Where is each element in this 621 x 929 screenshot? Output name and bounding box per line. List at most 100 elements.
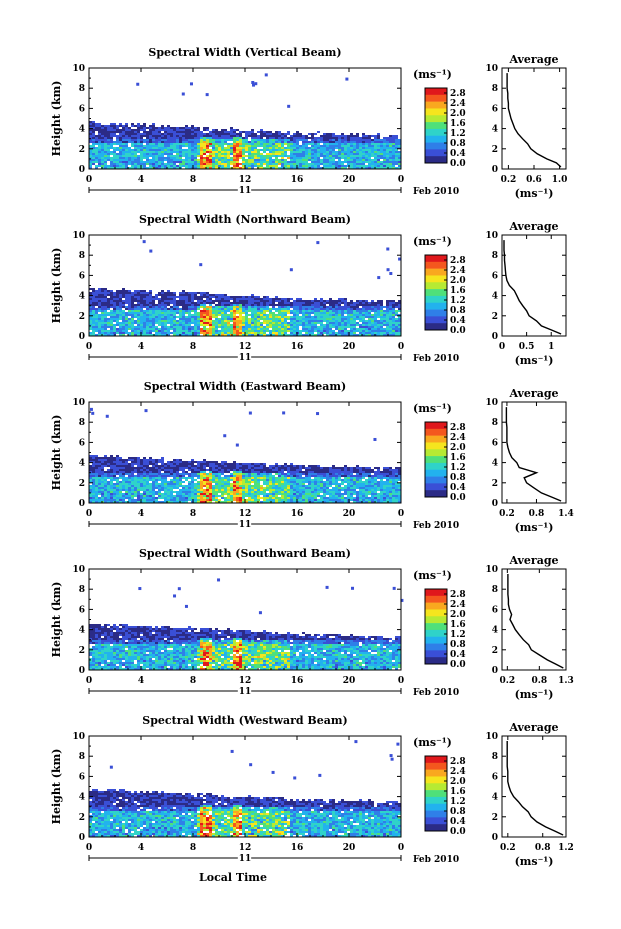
heatmap-cell xyxy=(254,324,257,326)
heatmap-cell xyxy=(398,308,401,310)
heatmap-cell xyxy=(182,153,185,155)
heatmap-cell xyxy=(122,129,125,131)
heatmap-cell xyxy=(107,147,110,149)
heatmap-cell xyxy=(167,326,170,328)
heatmap-cell xyxy=(146,312,149,314)
heatmap-cell xyxy=(212,131,215,133)
heatmap-cell xyxy=(359,316,362,318)
heatmap-cell xyxy=(179,159,182,161)
average-y-tick-label: 8 xyxy=(492,251,498,261)
heatmap-cell xyxy=(110,294,113,296)
heatmap-cell xyxy=(266,316,269,318)
heatmap-cell xyxy=(140,318,143,320)
heatmap-cell xyxy=(137,499,140,501)
heatmap-cell xyxy=(383,330,386,332)
heatmap-cell xyxy=(197,127,200,129)
heatmap-cell xyxy=(119,294,122,296)
heatmap-cell xyxy=(107,457,110,459)
heatmap-cell xyxy=(278,306,281,308)
heatmap-cell xyxy=(371,147,374,149)
heatmap-cell xyxy=(374,163,377,165)
heatmap-cell xyxy=(254,320,257,322)
heatmap-cell xyxy=(305,145,308,147)
heatmap-cell xyxy=(197,131,200,133)
heatmap-cell xyxy=(245,155,248,157)
heatmap-cell xyxy=(224,298,227,300)
heatmap-cell xyxy=(116,501,119,503)
heatmap-cell xyxy=(176,306,179,308)
heatmap-cell xyxy=(155,316,158,318)
heatmap-cell xyxy=(92,314,95,316)
heatmap-cell xyxy=(287,300,290,302)
heatmap-cell xyxy=(146,153,149,155)
colorbar-tick-label: 2.0 xyxy=(450,109,466,119)
heatmap-cell xyxy=(221,137,224,139)
heatmap-cell xyxy=(176,159,179,161)
heatmap-cell xyxy=(188,475,191,477)
heatmap-cell xyxy=(131,141,134,143)
heatmap-cell xyxy=(287,328,290,330)
heatmap-cell xyxy=(314,143,317,145)
heatmap-cell xyxy=(314,147,317,149)
heatmap-cell xyxy=(140,477,143,479)
heatmap-cell xyxy=(107,151,110,153)
heatmap-cell xyxy=(248,308,251,310)
heatmap-cell xyxy=(239,147,242,149)
heatmap-cell xyxy=(182,473,185,475)
heatmap-cell xyxy=(188,487,191,489)
heatmap-cell xyxy=(290,334,293,336)
heatmap-cell xyxy=(164,149,167,151)
heatmap-cell xyxy=(227,145,230,147)
heatmap-cell xyxy=(257,145,260,147)
heatmap-cell xyxy=(104,143,107,145)
heatmap-cell xyxy=(98,459,101,461)
heatmap-cell xyxy=(173,157,176,159)
heatmap-cell xyxy=(119,139,122,141)
heatmap-cell xyxy=(191,487,194,489)
heatmap-cell xyxy=(215,135,218,137)
heatmap-cell xyxy=(119,495,122,497)
heatmap-cell xyxy=(137,328,140,330)
heatmap-cell xyxy=(335,314,338,316)
heatmap-cell xyxy=(242,332,245,334)
heatmap-cell xyxy=(146,485,149,487)
heatmap-cell xyxy=(251,332,254,334)
heatmap-cell xyxy=(125,155,128,157)
heatmap-cell xyxy=(380,308,383,310)
panel-title: Spectral Width (Vertical Beam) xyxy=(148,46,341,59)
heatmap-cell xyxy=(227,151,230,153)
heatmap-cell xyxy=(98,127,101,129)
heatmap-cell xyxy=(242,159,245,161)
heatmap-cell xyxy=(191,129,194,131)
heatmap-cell xyxy=(104,314,107,316)
heatmap-cell xyxy=(200,133,203,135)
heatmap-cell xyxy=(101,127,104,129)
heatmap-cell xyxy=(104,133,107,135)
heatmap-cell xyxy=(149,306,152,308)
heatmap-cell xyxy=(245,296,248,298)
heatmap-cell xyxy=(284,324,287,326)
heatmap-cell xyxy=(131,475,134,477)
heatmap-cell xyxy=(128,459,131,461)
heatmap-cell xyxy=(392,326,395,328)
heatmap-cell xyxy=(233,330,236,332)
heatmap-cell xyxy=(371,141,374,143)
heatmap-cell xyxy=(395,322,398,324)
heatmap-cell xyxy=(92,491,95,493)
heatmap-cell xyxy=(155,483,158,485)
heatmap-cell xyxy=(251,306,254,308)
heatmap-cell xyxy=(347,157,350,159)
heatmap-cell xyxy=(158,141,161,143)
heatmap-cell xyxy=(299,153,302,155)
heatmap-cell xyxy=(359,320,362,322)
heatmap-cell xyxy=(176,473,179,475)
heatmap-cell xyxy=(392,149,395,151)
heatmap-cell xyxy=(359,324,362,326)
heatmap-cell xyxy=(158,159,161,161)
heatmap-cell xyxy=(101,129,104,131)
heatmap-cell xyxy=(164,469,167,471)
heatmap-cell xyxy=(233,155,236,157)
heatmap-cell xyxy=(182,469,185,471)
heatmap-cell xyxy=(290,326,293,328)
heatmap-cell xyxy=(206,314,209,316)
